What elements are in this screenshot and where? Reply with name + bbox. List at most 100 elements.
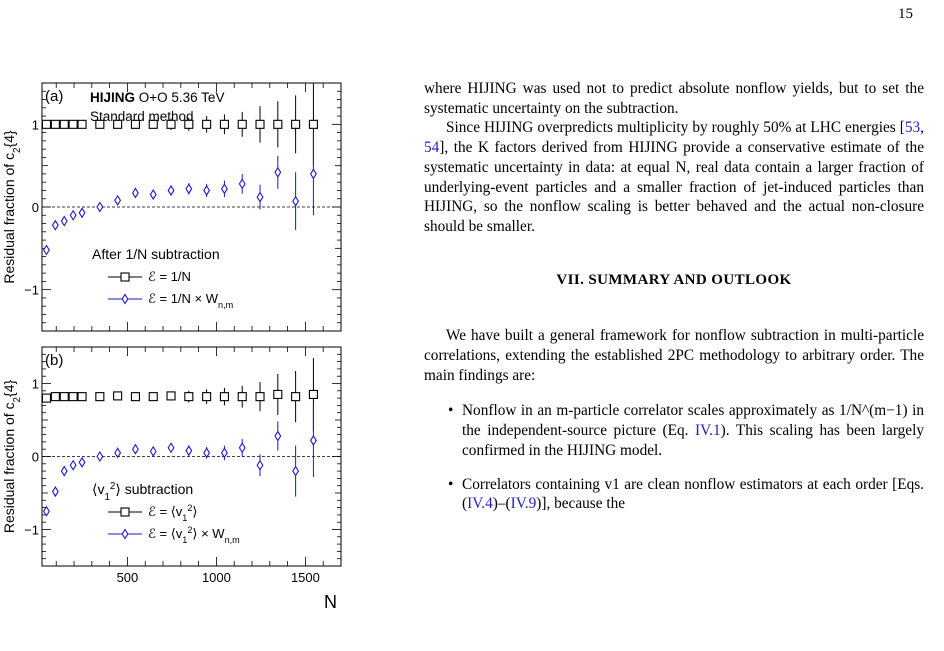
legend-label: ℰ = 1/N — [148, 269, 191, 284]
open-diamond-marker — [238, 178, 246, 190]
open-square-marker — [273, 389, 283, 400]
open-diamond-marker — [203, 184, 211, 197]
open-square-marker — [95, 119, 105, 129]
open-diamond-marker — [78, 207, 86, 219]
open-diamond-marker — [96, 450, 104, 463]
data-series — [41, 357, 318, 431]
y-tick-label: −1 — [24, 523, 39, 538]
open-square-marker — [219, 119, 229, 129]
open-diamond-marker — [185, 445, 193, 457]
legend-label: ℰ = ⟨v12⟩ × Wn,m — [148, 525, 240, 545]
y-axis-label: Residual fraction of c2{4} — [1, 380, 23, 534]
open-diamond-marker — [309, 168, 317, 180]
open-square-marker — [219, 392, 229, 402]
legend-entry: ℰ = ⟨v12⟩ — [108, 503, 197, 523]
open-diamond-marker — [96, 201, 104, 213]
equation-link[interactable]: IV.9 — [510, 495, 537, 513]
open-diamond-marker — [203, 447, 211, 459]
open-square-marker — [166, 119, 176, 129]
open-diamond-marker — [292, 195, 300, 207]
open-square-marker — [68, 119, 78, 129]
open-square-marker — [59, 119, 69, 129]
x-tick-label: 500 — [117, 570, 139, 585]
open-diamond-marker — [78, 456, 86, 468]
open-diamond-marker — [51, 485, 59, 498]
legend-entry: ℰ = 1/N × Wn,m — [108, 291, 233, 310]
list-item-text: ). This scaling has been largely confirm… — [462, 422, 924, 459]
x-axis-label: N — [324, 592, 337, 612]
open-square-marker — [237, 392, 247, 402]
open-diamond-marker — [149, 445, 157, 457]
open-diamond-marker — [220, 447, 228, 459]
open-square-marker — [50, 119, 60, 129]
open-square-marker — [202, 119, 212, 129]
open-square-marker — [50, 392, 60, 402]
list-item-text: )–( — [492, 495, 511, 513]
open-square-marker — [166, 391, 176, 401]
citation-link[interactable]: 53 — [904, 119, 921, 137]
y-tick-label: −1 — [24, 283, 39, 298]
legend-entry: ℰ = ⟨v12⟩ × Wn,m — [108, 525, 240, 545]
open-square-marker — [308, 389, 318, 400]
open-diamond-marker — [167, 184, 175, 197]
open-diamond-marker — [51, 219, 59, 231]
paragraph-multiplicity: Since HIJING overpredicts multiplicity b… — [424, 118, 924, 236]
open-square-marker — [255, 119, 265, 129]
legend-label: ℰ = 1/N × Wn,m — [148, 291, 233, 310]
data-series — [41, 83, 318, 166]
open-diamond-marker — [60, 465, 68, 477]
legend-label: ℰ = ⟨v12⟩ — [148, 503, 197, 523]
list-item-text: Correlators containing v1 are clean nonf… — [462, 475, 924, 513]
open-diamond-marker — [131, 187, 139, 199]
list-item-text: Nonflow in an m-particle correlator scal… — [462, 402, 924, 440]
open-square-marker — [291, 392, 301, 402]
open-square-marker — [68, 392, 78, 402]
paragraph-hijing-systematics: where HIJING was used not to predict abs… — [424, 80, 924, 117]
legend-entry: ℰ = 1/N — [108, 269, 191, 284]
legend-header: After 1/N subtraction — [92, 246, 220, 262]
paragraph-text: ], the K factors derived from HIJING pro… — [424, 139, 924, 235]
y-tick-label: 0 — [32, 450, 39, 465]
open-square-marker — [255, 392, 265, 402]
open-square-marker — [77, 392, 87, 402]
open-square-marker — [130, 392, 140, 402]
open-square-marker — [273, 119, 283, 129]
open-diamond-marker — [60, 215, 68, 227]
open-diamond-marker — [220, 183, 228, 195]
panel-label: (a) — [45, 88, 63, 105]
open-diamond-marker — [121, 528, 129, 540]
open-square-marker — [148, 392, 158, 402]
data-series — [43, 132, 317, 256]
list-item: Nonflow in an m-particle correlator scal… — [448, 401, 924, 460]
equation-link[interactable]: IV.4 — [467, 495, 493, 513]
chart-subtitle: Standard method — [90, 109, 194, 124]
paragraph-summary: We have built a general framework for no… — [424, 327, 924, 384]
open-diamond-marker — [69, 459, 77, 471]
open-diamond-marker — [149, 189, 157, 201]
section-heading: VII. SUMMARY AND OUTLOOK — [556, 271, 792, 288]
open-square-marker — [130, 119, 140, 129]
list-item-text: )], because the — [536, 495, 626, 513]
y-axis-label: Residual fraction of c2{4} — [1, 130, 23, 284]
text-column: where HIJING was used not to predict abs… — [424, 79, 924, 528]
open-diamond-marker — [69, 209, 77, 221]
open-diamond-marker — [185, 183, 193, 195]
chart-title: HIJING O+O 5.36 TeV — [90, 90, 224, 105]
open-square-marker — [95, 392, 105, 402]
open-square-marker — [120, 272, 130, 282]
page-number: 15 — [898, 6, 913, 22]
y-tick-label: 0 — [32, 200, 39, 215]
open-diamond-marker — [43, 505, 50, 517]
open-diamond-marker — [309, 434, 317, 446]
open-square-marker — [237, 119, 247, 129]
open-diamond-marker — [167, 442, 175, 454]
open-diamond-marker — [131, 443, 139, 455]
open-diamond-marker — [114, 194, 122, 206]
equation-link[interactable]: IV.1 — [695, 422, 721, 440]
list-item: Correlators containing v1 are clean nonf… — [448, 475, 924, 514]
open-square-marker — [59, 392, 69, 402]
legend-header: ⟨v12⟩ subtraction — [92, 481, 193, 503]
citation-link[interactable]: 54 — [424, 139, 440, 157]
open-diamond-marker — [121, 293, 129, 305]
open-diamond-marker — [43, 244, 50, 256]
